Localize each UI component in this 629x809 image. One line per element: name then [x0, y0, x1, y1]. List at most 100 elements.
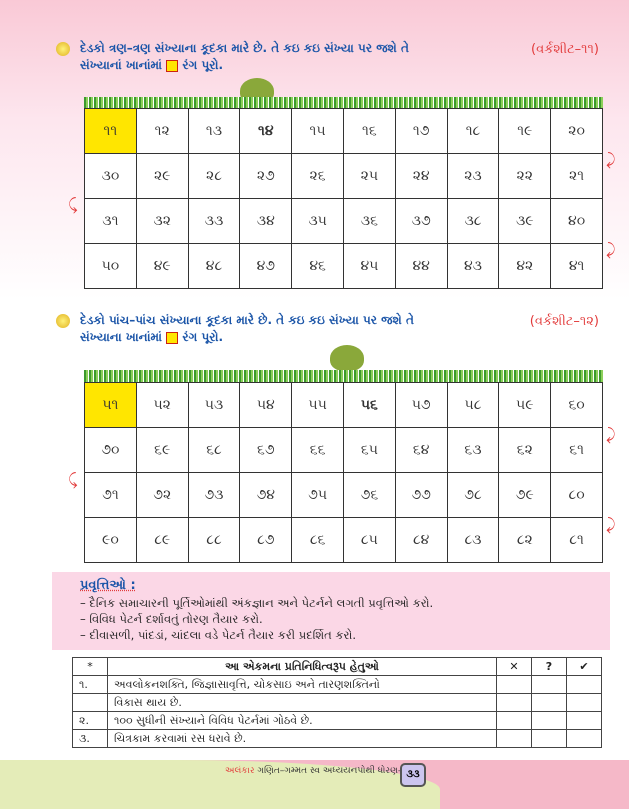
grid-cell[interactable]: ૭૫ [291, 472, 344, 518]
grid-cell[interactable]: ૨૩ [446, 153, 500, 199]
grid-cell[interactable]: ૭૪ [239, 472, 293, 518]
grid-cell[interactable]: ૭૦ [84, 427, 137, 473]
grid-cell[interactable]: ૮૨ [498, 517, 552, 563]
grid-row: ૭૦ ૬૯ ૬૮ ૬૭ ૬૬ ૬૫ ૬૪ ૬૩ ૬૨ ૬૧ [84, 427, 603, 473]
grid-cell[interactable]: ૬૩ [446, 427, 500, 473]
activity-item: – દીવાસળી, પાંદડાં, ચાંદલા વડે પેટર્ન તૈ… [80, 628, 356, 642]
check-cell[interactable] [531, 711, 567, 730]
grid-cell[interactable]: ૭૧ [84, 472, 137, 518]
grid-cell[interactable]: ૭૬ [342, 472, 396, 518]
grid-cell[interactable]: ૧૯ [498, 108, 552, 154]
grid-cell[interactable]: ૪૮ [187, 243, 241, 289]
grid-cell[interactable]: ૬૪ [394, 427, 448, 473]
grid-cell[interactable]: ૮૪ [394, 517, 448, 563]
grid-cell[interactable]: ૩૬ [342, 198, 396, 244]
grid-cell[interactable]: ૮૧ [550, 517, 603, 563]
yellow-box-icon [166, 331, 179, 344]
grid-cell[interactable]: ૮૫ [342, 517, 396, 563]
grid-cell[interactable]: ૪૫ [342, 243, 396, 289]
activities-title: પ્રવૃત્તિઓ : [80, 578, 136, 593]
grid-cell[interactable]: ૫૭ [394, 382, 448, 428]
check-cell[interactable] [496, 675, 532, 694]
footer: અલંકાર ગણિત–ગમ્મત સ્વ અધ્યયનપોથી ધોરણ–૨ … [0, 760, 629, 809]
grid-cell[interactable]: ૨૯ [135, 153, 189, 199]
grid-cell[interactable]: ૫૨ [135, 382, 189, 428]
grid-cell[interactable]: ૫૩ [187, 382, 241, 428]
grid-cell[interactable]: ૭૭ [394, 472, 448, 518]
grid-cell[interactable]: ૧૭ [394, 108, 448, 154]
grid-cell[interactable]: ૫૯ [498, 382, 552, 428]
check-cell[interactable] [496, 711, 532, 730]
grid-cell[interactable]: ૬૬ [291, 427, 344, 473]
grid-cell[interactable]: ૫૮ [446, 382, 500, 428]
grid-cell[interactable]: ૩૧ [84, 198, 137, 244]
grid-cell[interactable]: ૫૧ [84, 382, 137, 428]
grid-cell[interactable]: ૬૯ [135, 427, 189, 473]
grid-cell[interactable]: ૧૩ [187, 108, 241, 154]
grid-cell[interactable]: ૪૩ [446, 243, 500, 289]
grid-cell[interactable]: ૨૮ [187, 153, 241, 199]
grid-cell[interactable]: ૧૮ [446, 108, 500, 154]
check-cell[interactable] [531, 693, 567, 712]
grid-cell[interactable]: ૫૪ [239, 382, 293, 428]
grid-cell[interactable]: ૫૦ [84, 243, 137, 289]
grid-cell[interactable]: ૩૭ [394, 198, 448, 244]
check-cell[interactable] [566, 729, 602, 748]
check-cell[interactable] [496, 693, 532, 712]
grass-decoration [84, 370, 603, 382]
grid-cell[interactable]: ૬૮ [187, 427, 241, 473]
check-cell[interactable] [496, 729, 532, 748]
check-cell[interactable] [566, 675, 602, 694]
grid-cell[interactable]: ૬૧ [550, 427, 603, 473]
grid-cell[interactable]: ૭૯ [498, 472, 552, 518]
grid-cell[interactable]: ૨૧ [550, 153, 603, 199]
grid-cell[interactable]: ૭૮ [446, 472, 500, 518]
grid-cell[interactable]: ૫૬ [342, 382, 396, 428]
grid-cell[interactable]: ૬૦ [550, 382, 603, 428]
grid-cell[interactable]: ૮૮ [187, 517, 241, 563]
check-cell[interactable] [531, 729, 567, 748]
grid-cell[interactable]: ૩૫ [291, 198, 344, 244]
grid-cell[interactable]: ૪૭ [239, 243, 293, 289]
grid-cell[interactable]: ૩૮ [446, 198, 500, 244]
grid-cell[interactable]: ૧૨ [135, 108, 189, 154]
grid-cell[interactable]: ૮૩ [446, 517, 500, 563]
grid-cell[interactable]: ૪૪ [394, 243, 448, 289]
grid-cell[interactable]: ૨૦ [550, 108, 603, 154]
grid-cell[interactable]: ૭૩ [187, 472, 241, 518]
grid-cell[interactable]: ૮૬ [291, 517, 344, 563]
grid-cell[interactable]: ૮૯ [135, 517, 189, 563]
grid-cell[interactable]: ૩૯ [498, 198, 552, 244]
grid-cell[interactable]: ૩૪ [239, 198, 293, 244]
grid-cell[interactable]: ૫૫ [291, 382, 344, 428]
check-cell[interactable] [531, 675, 567, 694]
grid-cell[interactable]: ૧૫ [291, 108, 344, 154]
grid-cell[interactable]: ૨૪ [394, 153, 448, 199]
grid-cell[interactable]: ૪૧ [550, 243, 603, 289]
grid-cell[interactable]: ૨૭ [239, 153, 293, 199]
grid-cell[interactable]: ૭૨ [135, 472, 189, 518]
smiley-icon [56, 314, 70, 328]
grid-cell[interactable]: ૯૦ [84, 517, 137, 563]
grid-cell[interactable]: ૧૬ [342, 108, 396, 154]
grid-cell[interactable]: ૪૦ [550, 198, 603, 244]
grid-cell[interactable]: ૧૧ [84, 108, 137, 154]
check-cell[interactable] [566, 711, 602, 730]
grid-cell[interactable]: ૪૨ [498, 243, 552, 289]
grid-cell[interactable]: ૩૨ [135, 198, 189, 244]
grid-cell[interactable]: ૮૭ [239, 517, 293, 563]
grid-cell[interactable]: ૧૪ [239, 108, 293, 154]
grid-cell[interactable]: ૨૨ [498, 153, 552, 199]
grid-cell[interactable]: ૪૬ [291, 243, 344, 289]
grid-cell[interactable]: ૮૦ [550, 472, 603, 518]
grid-cell[interactable]: ૨૬ [291, 153, 344, 199]
grid-row: ૩૧ ૩૨ ૩૩ ૩૪ ૩૫ ૩૬ ૩૭ ૩૮ ૩૯ ૪૦ [84, 198, 603, 244]
grid-cell[interactable]: ૪૯ [135, 243, 189, 289]
grid-cell[interactable]: ૬૭ [239, 427, 293, 473]
check-cell[interactable] [566, 693, 602, 712]
grid-cell[interactable]: ૬૨ [498, 427, 552, 473]
grid-cell[interactable]: ૩૩ [187, 198, 241, 244]
grid-cell[interactable]: ૬૫ [342, 427, 396, 473]
grid-cell[interactable]: ૨૫ [342, 153, 396, 199]
grid-cell[interactable]: ૩૦ [84, 153, 137, 199]
